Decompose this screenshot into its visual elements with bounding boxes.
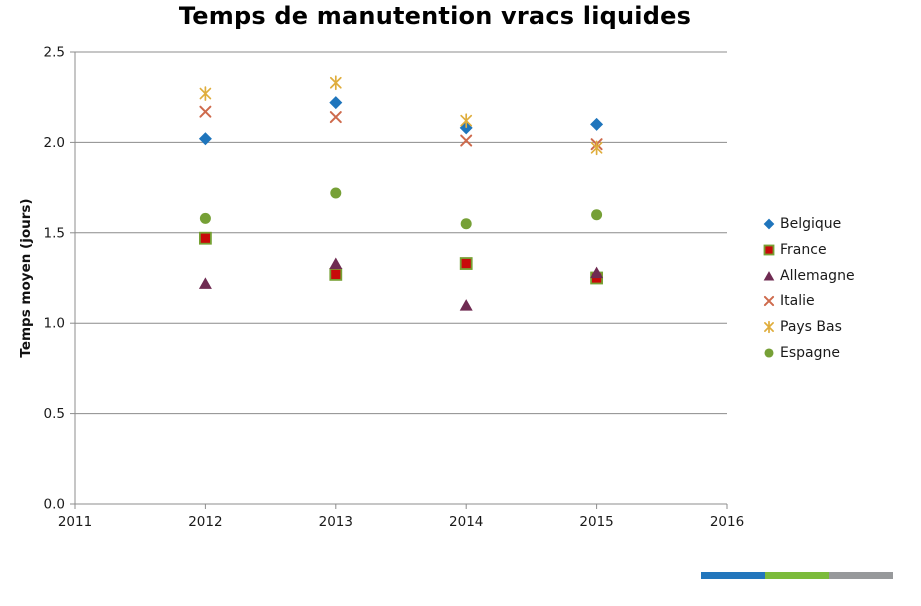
legend-label: Belgique — [780, 216, 842, 232]
legend-item-belgique: Belgique — [761, 215, 855, 233]
legend-label: France — [780, 241, 827, 258]
x-tick-label: 2012 — [188, 514, 222, 530]
point-allemagne-2014 — [459, 299, 473, 311]
bottom-bar-segment-gray — [829, 572, 893, 579]
triangle-marker-icon — [763, 270, 775, 281]
circle-marker-icon — [764, 348, 774, 358]
diamond-marker-icon — [763, 218, 775, 230]
bottom-bar-segment-green — [765, 572, 829, 579]
legend-item-france: France — [761, 241, 855, 259]
point-italie-2012 — [199, 105, 212, 118]
point-espagne-2012 — [199, 212, 211, 224]
x-marker-icon — [763, 296, 775, 307]
point-italie-2013 — [329, 111, 342, 124]
bottom-bar-segment-blue — [701, 572, 765, 579]
y-tick-label: 1.5 — [44, 225, 65, 241]
x-tick-label: 2015 — [579, 514, 613, 530]
point-allemagne-2013 — [329, 257, 343, 270]
series-allemagne — [198, 257, 604, 311]
y-tick-label: 2.0 — [44, 135, 65, 151]
point-pays-bas-2012 — [199, 86, 212, 101]
point-allemagne-2015 — [590, 266, 604, 279]
legend-label: Allemagne — [780, 267, 855, 284]
legend-label: Espagne — [780, 344, 840, 361]
legend-item-pays-bas: Pays Bas — [761, 318, 855, 336]
series-france — [198, 231, 603, 285]
point-pays-bas-2013 — [329, 75, 342, 91]
point-belgique-2015 — [590, 117, 604, 131]
legend-label: Italie — [780, 293, 815, 310]
point-france-2014 — [459, 257, 473, 270]
point-belgique-2013 — [329, 96, 343, 110]
point-belgique-2012 — [198, 132, 212, 146]
series-italie — [199, 105, 603, 151]
legend-item-italie: Italie — [761, 292, 855, 310]
series-belgique — [198, 96, 604, 146]
point-allemagne-2012 — [198, 277, 212, 289]
chart-title: Temps de manutention vracs liquides — [178, 2, 692, 30]
point-france-2013 — [329, 267, 343, 281]
bottom-color-bar — [701, 572, 893, 579]
legend-item-allemagne: Allemagne — [761, 267, 855, 285]
y-tick-label: 0.0 — [44, 497, 65, 513]
y-tick-label: 0.5 — [44, 406, 65, 422]
y-tick-label: 2.5 — [44, 45, 65, 61]
x-tick-label: 2011 — [58, 514, 92, 530]
x-tick-label: 2014 — [449, 514, 483, 530]
legend-item-espagne: Espagne — [761, 344, 855, 362]
point-italie-2014 — [460, 134, 473, 147]
asterisk-marker-icon — [764, 321, 774, 334]
x-tick-label: 2016 — [710, 514, 744, 530]
square-marker-icon — [763, 244, 775, 256]
point-pays-bas-2015 — [590, 140, 603, 156]
series-pays-bas — [199, 75, 603, 156]
point-espagne-2014 — [460, 218, 472, 230]
point-pays-bas-2014 — [460, 113, 473, 129]
y-tick-label: 1.0 — [44, 316, 65, 332]
legend: Belgique France Allemagne Italie Pays Bas Esp… — [761, 215, 855, 370]
point-espagne-2013 — [330, 187, 342, 199]
legend-label: Pays Bas — [780, 319, 842, 336]
series-espagne — [199, 187, 603, 230]
point-espagne-2015 — [591, 209, 603, 221]
point-france-2012 — [198, 231, 212, 245]
x-tick-label: 2013 — [319, 514, 353, 530]
